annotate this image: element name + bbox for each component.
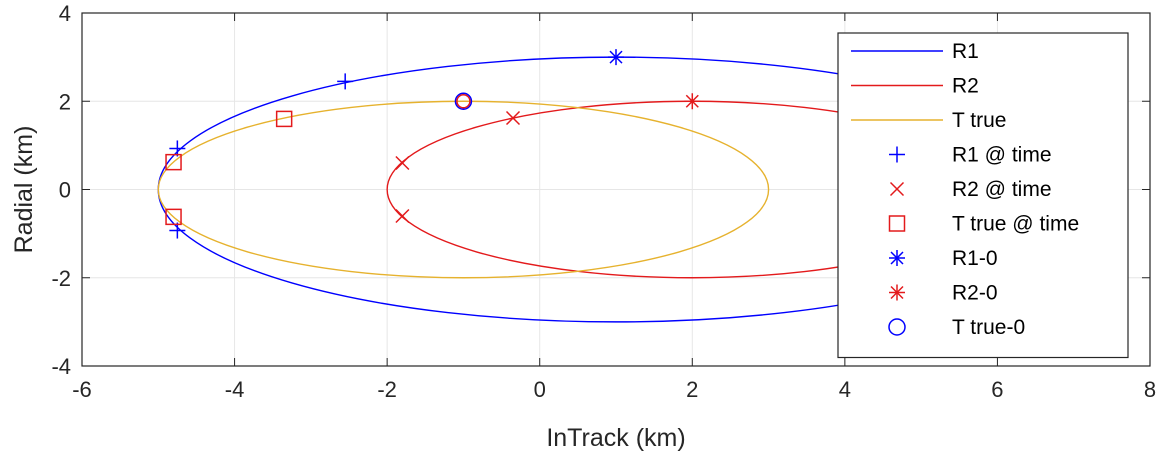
x-tick-label: 6 <box>991 377 1003 402</box>
legend-item: T true-0 <box>888 316 1025 339</box>
marker-overlay <box>456 94 471 109</box>
curve-t-true <box>157 100 770 279</box>
x-tick-label: -4 <box>225 377 245 402</box>
marker-t-true-0 <box>454 92 473 110</box>
legend-marker-swatch <box>889 181 905 197</box>
plot-markers <box>165 49 701 239</box>
legend-label: T true-0 <box>952 316 1025 339</box>
legend-item: R2-0 <box>889 282 998 305</box>
y-tick-label: 2 <box>59 89 71 114</box>
y-tick-label: -4 <box>51 354 71 379</box>
y-tick-label: 0 <box>59 178 71 203</box>
legend-marker-swatch <box>889 284 905 301</box>
legend-marker-swatch <box>889 146 905 163</box>
x-tick-label: 0 <box>534 377 546 402</box>
legend-label: R1-0 <box>952 247 998 270</box>
x-axis-label: InTrack (km) <box>546 424 685 452</box>
legend: R1 R2 T true R1 @ time R2 @ time T true @ tim… <box>837 32 1129 359</box>
legend-label: R2 @ time <box>952 178 1052 201</box>
legend-item: R2 @ time <box>889 178 1052 201</box>
legend-item: R1 @ time <box>889 144 1052 167</box>
legend-box <box>837 32 1129 359</box>
marker-r2-time <box>505 110 521 126</box>
marker-r1-time <box>169 140 186 157</box>
legend-label: R2 <box>952 75 979 98</box>
marker-t-true-time <box>275 110 293 128</box>
x-tick-label: 8 <box>1144 377 1156 402</box>
legend-marker-swatch <box>889 250 905 266</box>
x-tick-label: -6 <box>72 377 92 402</box>
x-tick-label: -2 <box>377 377 397 402</box>
marker-r2-time <box>395 155 410 171</box>
y-axis-label: Radial (km) <box>10 126 38 254</box>
y-tick-label: 4 <box>59 1 71 26</box>
marker-r1-0 <box>608 49 624 66</box>
legend-item: T true <box>851 109 1006 132</box>
x-tick-label: 4 <box>839 377 851 402</box>
marker-r1-time <box>169 222 186 239</box>
legend-item: R1-0 <box>889 247 998 270</box>
legend-item: T true @ time <box>888 213 1079 236</box>
legend-item: R1 <box>851 40 979 63</box>
marker-t-true-time <box>165 153 182 171</box>
legend-label: R1 <box>952 40 979 63</box>
marker-r2-0 <box>684 93 701 110</box>
legend-marker-swatch <box>888 318 906 336</box>
legend-item: R2 <box>851 75 979 98</box>
marker-r2-time <box>395 208 410 224</box>
legend-label: R2-0 <box>952 282 998 305</box>
marker-t-true-time <box>165 208 182 226</box>
legend-marker-swatch <box>888 215 906 232</box>
y-tick-label: -2 <box>51 266 71 291</box>
legend-label: R1 @ time <box>952 144 1052 167</box>
legend-label: T true <box>952 109 1006 132</box>
marker-r1-time <box>337 73 354 90</box>
x-tick-label: 2 <box>686 377 698 402</box>
legend-label: T true @ time <box>952 213 1079 236</box>
